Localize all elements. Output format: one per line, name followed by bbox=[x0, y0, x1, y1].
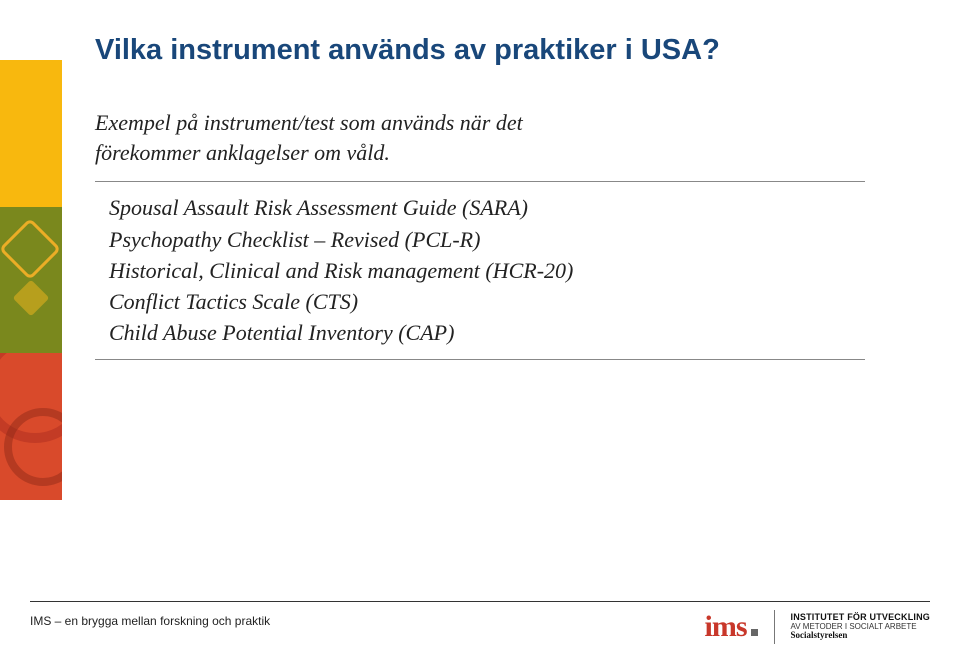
slide-body: Exempel på instrument/test som används n… bbox=[95, 108, 865, 370]
decorative-sidebar bbox=[0, 60, 62, 500]
ims-logo-text: ims bbox=[705, 612, 747, 642]
list-item: Conflict Tactics Scale (CTS) bbox=[109, 286, 865, 317]
sidebar-block-olive bbox=[0, 207, 62, 354]
footer-vertical-divider bbox=[774, 610, 775, 644]
intro-text: Exempel på instrument/test som används n… bbox=[95, 108, 865, 167]
list-item: Psychopathy Checklist – Revised (PCL-R) bbox=[109, 224, 865, 255]
slide-title: Vilka instrument används av praktiker i … bbox=[95, 34, 720, 67]
intro-line-1: Exempel på instrument/test som används n… bbox=[95, 110, 523, 135]
divider-bottom bbox=[95, 359, 865, 360]
slide: Vilka instrument används av praktiker i … bbox=[0, 0, 960, 664]
institute-block: INSTITUTET FÖR UTVECKLING AV METODER I S… bbox=[791, 613, 931, 640]
list-item: Historical, Clinical and Risk management… bbox=[109, 255, 865, 286]
ims-logo: ims bbox=[705, 612, 758, 642]
institute-line-3: Socialstyrelsen bbox=[791, 631, 931, 640]
sidebar-block-yellow bbox=[0, 60, 62, 207]
sidebar-block-red bbox=[0, 353, 62, 500]
footer-caption: IMS – en brygga mellan forskning och pra… bbox=[30, 614, 270, 628]
intro-line-2: förekommer anklagelser om våld. bbox=[95, 140, 390, 165]
list-item: Spousal Assault Risk Assessment Guide (S… bbox=[109, 192, 865, 223]
ims-logo-square-icon bbox=[751, 629, 758, 636]
footer-logo-block: ims INSTITUTET FÖR UTVECKLING AV METODER… bbox=[705, 610, 931, 644]
footer-divider bbox=[30, 601, 930, 602]
list-item: Child Abuse Potential Inventory (CAP) bbox=[109, 317, 865, 348]
divider-top bbox=[95, 181, 865, 182]
